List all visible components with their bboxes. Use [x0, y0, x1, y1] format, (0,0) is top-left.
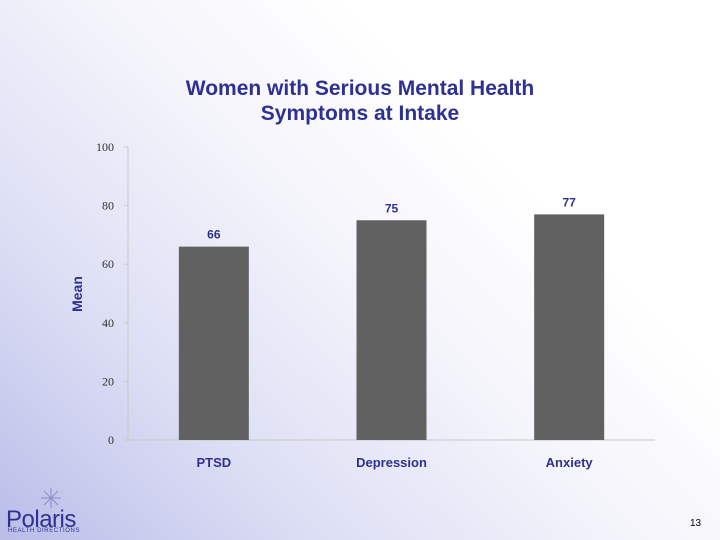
y-tick-label: 60 [102, 257, 114, 271]
logo-subtitle: HEALTH DIRECTIONS [8, 528, 81, 534]
category-label-depression: Depression [356, 455, 427, 470]
data-label-ptsd: 66 [207, 228, 221, 242]
bar-ptsd [178, 246, 249, 440]
data-label-anxiety: 77 [562, 195, 576, 209]
logo-name: Polaris [6, 506, 76, 533]
x-axis-categories: PTSD Depression Anxiety [196, 455, 593, 470]
bar-depression [356, 220, 427, 440]
chart-title-line-1: Women with Serious Mental Health [185, 77, 535, 100]
chart-title-line-2: Symptoms at Intake [260, 102, 460, 125]
y-tick-label: 0 [108, 433, 114, 447]
data-labels: 66 75 77 [207, 195, 576, 241]
polaris-logo: Polaris HEALTH DIRECTIONS [6, 486, 86, 538]
data-label-depression: 75 [385, 201, 399, 215]
star-icon [41, 488, 61, 508]
bars [178, 214, 605, 440]
y-tick-label: 80 [102, 199, 114, 213]
category-label-ptsd: PTSD [196, 455, 231, 470]
y-axis-label: Mean [69, 276, 85, 312]
y-tick-label: 20 [102, 374, 114, 388]
category-label-anxiety: Anxiety [546, 455, 594, 470]
y-tick-label: 100 [96, 140, 114, 154]
y-tick-label: 40 [102, 316, 114, 330]
page-number: 13 [690, 518, 702, 529]
bar-anxiety [534, 214, 605, 440]
chart-title: Women with Serious Mental Health Symptom… [100, 76, 620, 126]
